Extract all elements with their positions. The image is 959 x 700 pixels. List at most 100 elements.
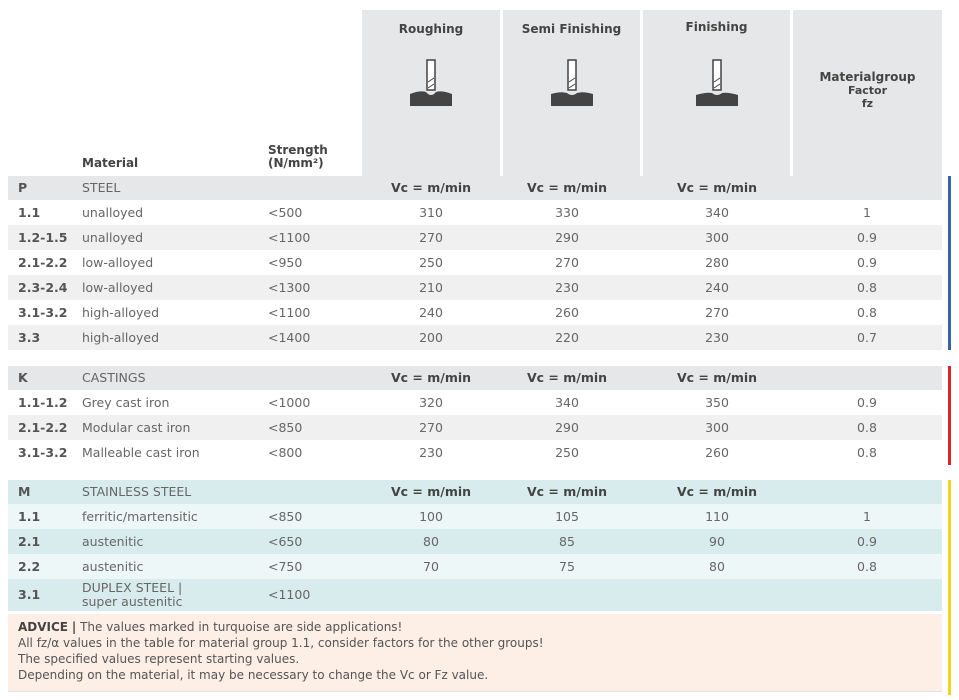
vc-unit-label: Vc = m/min (526, 370, 608, 385)
vc-semi-finishing-cell: 85 (559, 534, 575, 549)
factor-cell: 1 (863, 509, 871, 524)
strength-cell: <750 (268, 559, 303, 574)
table-row: 1.1 ferritic/martensitic <850 100 105 110 1 (8, 504, 942, 529)
advice-line: The specified values represent starting … (18, 652, 300, 666)
group-cell: 2.1 (18, 534, 41, 549)
advice-label: ADVICE (18, 620, 69, 634)
strength-cell: <1100 (268, 230, 311, 245)
table-row: 2.1 austenitic <650 80 85 90 0.9 (8, 529, 942, 554)
material-cell: low-alloyed (82, 280, 154, 295)
material-cell: Modular cast iron (82, 420, 191, 435)
group-cell: 1.1-1.2 (18, 395, 68, 410)
table-row: 1.1 unalloyed <500 310 330 340 1 (8, 200, 942, 225)
vc-semi-finishing-cell: 330 (555, 205, 579, 220)
table-row: 3.1-3.2 Malleable cast iron <800 230 250 260 0… (8, 440, 942, 465)
strength-cell: <800 (268, 445, 303, 460)
roughing-label: Roughing (398, 22, 464, 36)
strength-cell: <1300 (268, 280, 311, 295)
material-cell: austenitic (82, 559, 144, 574)
vc-roughing-cell: 310 (419, 205, 443, 220)
table-row: 2.3-2.4 low-alloyed <1300 210 230 240 0.8 (8, 275, 942, 300)
strength-cell: <500 (268, 205, 303, 220)
group-cell: 2.1-2.2 (18, 255, 68, 270)
strength-cell: <850 (268, 509, 303, 524)
vc-roughing-cell: 240 (419, 305, 443, 320)
section-code: P (18, 180, 28, 195)
end-mill-finishing-icon (695, 59, 738, 106)
factor-cell: 0.9 (857, 395, 877, 410)
strength-column-header: Strength (N/mm²) (268, 143, 328, 170)
vc-finishing-cell: 260 (705, 445, 729, 460)
factor-cell: 0.9 (857, 255, 877, 270)
advice-line: The values marked in turquoise are side … (80, 620, 403, 634)
vc-finishing-cell: 300 (705, 420, 729, 435)
factor-cell: 0.9 (857, 534, 877, 549)
vc-semi-finishing-cell: 105 (555, 509, 579, 524)
advice-line: All fz/α values in the table for materia… (18, 636, 544, 650)
vc-semi-finishing-cell: 290 (555, 230, 579, 245)
vc-semi-finishing-cell: 220 (555, 330, 579, 345)
vc-finishing-cell: 110 (705, 509, 729, 524)
vc-unit-label: Vc = m/min (676, 370, 758, 385)
table-row: 2.1-2.2 low-alloyed <950 250 270 280 0.9 (8, 250, 942, 275)
vc-roughing-cell: 320 (419, 395, 443, 410)
factor-cell: 0.8 (857, 559, 877, 574)
vc-semi-finishing-cell: 250 (555, 445, 579, 460)
strength-cell: <1000 (268, 395, 311, 410)
material-cell: austenitic (82, 534, 144, 549)
vc-roughing-cell: 250 (419, 255, 443, 270)
vc-finishing-cell: 300 (705, 230, 729, 245)
vc-semi-finishing-cell: 230 (555, 280, 579, 295)
vc-finishing-cell: 90 (709, 534, 725, 549)
material-cell: Malleable cast iron (82, 445, 200, 460)
vc-roughing-cell: 80 (423, 534, 439, 549)
section-header-P: P STEEL Vc = m/min Vc = m/min Vc = m/min (8, 176, 942, 200)
advice-box: ADVICE | The values marked in turquoise … (8, 614, 942, 692)
material-group-color-bar-P (948, 176, 951, 350)
vc-finishing-cell: 80 (709, 559, 725, 574)
material-group-color-bar-K (948, 366, 951, 465)
end-mill-semi-finishing-icon (550, 59, 593, 106)
table-row: 1.1-1.2 Grey cast iron <1000 320 340 350 0.9 (8, 390, 942, 415)
vc-semi-finishing-cell: 290 (555, 420, 579, 435)
header-roughing: Roughing (362, 10, 500, 176)
group-cell: 3.1-3.2 (18, 445, 68, 460)
group-cell: 3.1-3.2 (18, 305, 68, 320)
advice-line: Depending on the material, it may be nec… (18, 668, 489, 682)
material-cell: low-alloyed (82, 255, 154, 270)
semi-finishing-label: Semi Finishing (521, 22, 622, 36)
factor-cell: 0.8 (857, 280, 877, 295)
section-header-M: M STAINLESS STEEL Vc = m/min Vc = m/min Vc =… (8, 480, 942, 504)
header-semi-finishing: Semi Finishing (503, 10, 640, 176)
material-cell: high-alloyed (82, 305, 160, 320)
vc-finishing-cell: 270 (705, 305, 729, 320)
factor-cell: 0.8 (857, 420, 877, 435)
group-cell: 2.2 (18, 559, 41, 574)
factor-label-3: fz (861, 97, 874, 110)
table-row: 3.1-3.2 high-alloyed <1100 240 260 270 0.8 (8, 300, 942, 325)
vc-semi-finishing-cell: 75 (559, 559, 575, 574)
strength-cell: <1100 (268, 305, 311, 320)
group-cell: 1.1 (18, 205, 41, 220)
vc-unit-label: Vc = m/min (526, 484, 608, 499)
factor-cell: 0.7 (857, 330, 877, 345)
vc-semi-finishing-cell: 270 (555, 255, 579, 270)
vc-roughing-cell: 270 (419, 230, 443, 245)
vc-unit-label: Vc = m/min (390, 370, 472, 385)
factor-label-2: Factor (847, 84, 888, 97)
vc-finishing-cell: 240 (705, 280, 729, 295)
material-cell: ferritic/martensitic (82, 509, 198, 524)
strength-cell: <1100 (268, 587, 311, 602)
group-cell: 1.1 (18, 509, 41, 524)
strength-cell: <1400 (268, 330, 311, 345)
vc-roughing-cell: 200 (419, 330, 443, 345)
end-mill-roughing-icon (410, 59, 452, 106)
vc-finishing-cell: 350 (705, 395, 729, 410)
header-finishing: Finishing (643, 10, 790, 176)
material-cell: unalloyed (82, 230, 144, 245)
section-name: CASTINGS (82, 370, 146, 385)
strength-cell: <850 (268, 420, 303, 435)
vc-unit-label: Vc = m/min (526, 180, 608, 195)
vc-unit-label: Vc = m/min (390, 180, 472, 195)
group-cell: 3.3 (18, 330, 41, 345)
